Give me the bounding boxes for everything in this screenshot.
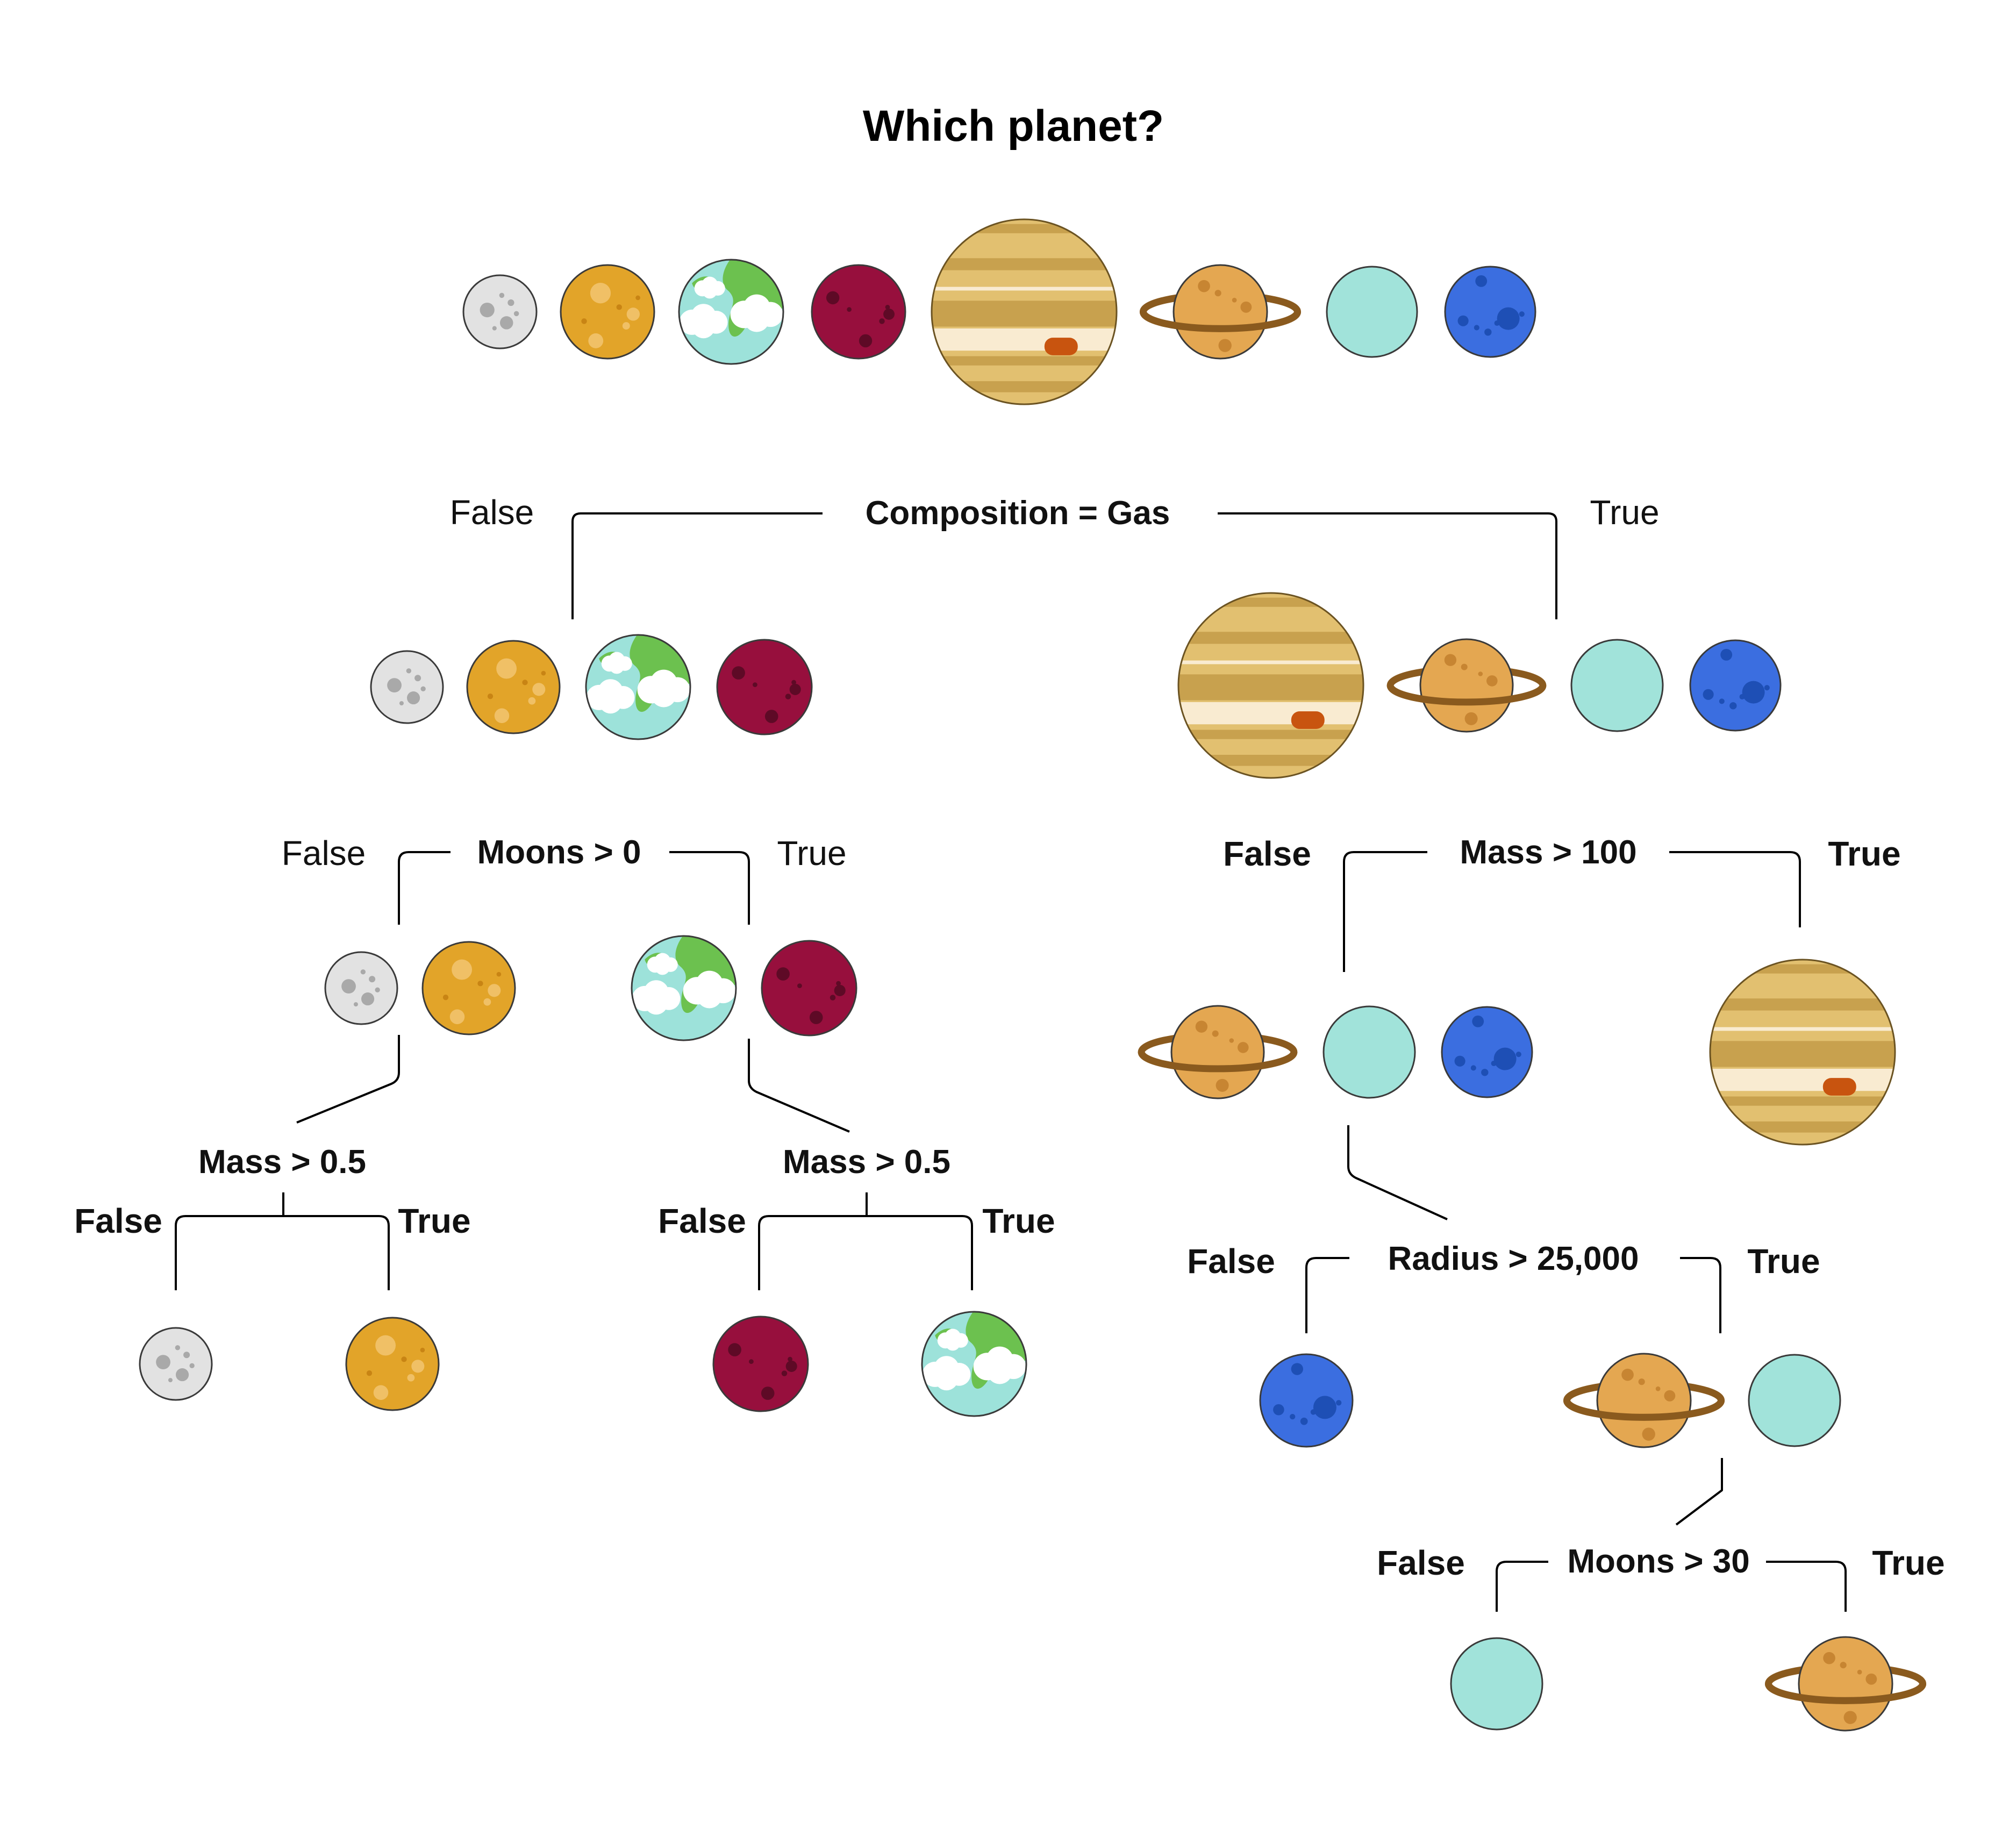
tree-connectors [175, 512, 1847, 1612]
connector-mass05a-split [175, 1192, 390, 1290]
planet-group-leaf-mars [712, 1316, 809, 1412]
mars-planet-icon [761, 940, 857, 1037]
uranus-planet-icon [1748, 1354, 1841, 1447]
mercury-planet-icon [324, 951, 398, 1025]
planet-group-leaf-saturn [1764, 1636, 1927, 1732]
uranus-planet-icon [1450, 1637, 1543, 1731]
mercury-planet-icon [139, 1327, 213, 1401]
connector-radius-left [1305, 1257, 1349, 1333]
node-mass100-condition: Mass > 100 [1460, 834, 1636, 871]
neptune-planet-icon [1689, 639, 1782, 732]
planet-group-rocky [370, 634, 813, 740]
connector-to-moons30 [1675, 1458, 1723, 1526]
mars-planet-icon [811, 264, 906, 360]
venus-planet-icon [345, 1317, 440, 1411]
node-mass05b-false-label: False [658, 1202, 746, 1240]
mars-planet-icon [712, 1316, 809, 1412]
connector-moons0-right [669, 851, 750, 925]
planet-group-light-gas [1138, 1005, 1533, 1099]
saturn-planet-icon [1386, 638, 1547, 733]
tree-labels: Composition = Gas False True Moons > 0 F… [74, 493, 1944, 1582]
planet-group-leaf-earth [921, 1311, 1027, 1417]
connector-composition-right [1218, 512, 1557, 619]
earth-planet-icon [921, 1311, 1027, 1417]
mars-planet-icon [716, 639, 813, 735]
node-radius-false-label: False [1187, 1242, 1275, 1281]
connector-to-radius [1347, 1125, 1448, 1220]
node-moons30-true-label: True [1872, 1543, 1944, 1582]
planet-group-root [462, 218, 1536, 405]
connector-mass100-left [1343, 851, 1427, 972]
planet-group-no-moons [324, 941, 516, 1035]
earth-planet-icon [631, 935, 737, 1041]
planet-group-leaf-venus [345, 1317, 440, 1411]
node-moons0-condition: Moons > 0 [477, 834, 641, 871]
earth-planet-icon [678, 259, 784, 365]
planet-group-leaf-mercury [139, 1327, 213, 1401]
node-mass100-true-label: True [1828, 834, 1900, 873]
node-radius-true-label: True [1747, 1242, 1820, 1281]
neptune-planet-icon [1444, 266, 1536, 358]
jupiter-planet-icon [931, 218, 1118, 405]
planet-groups [139, 218, 1927, 1732]
mercury-planet-icon [370, 650, 444, 724]
node-moons30-condition: Moons > 30 [1567, 1543, 1749, 1580]
planet-group-heavy-gas [1709, 959, 1896, 1146]
node-mass05a-condition: Mass > 0.5 [198, 1143, 366, 1181]
node-radius-condition: Radius > 25,000 [1388, 1240, 1639, 1277]
diagram-title: Which planet? [863, 102, 1164, 151]
uranus-planet-icon [1326, 266, 1418, 358]
connector-moons30-right [1766, 1561, 1847, 1612]
mercury-planet-icon [462, 274, 538, 349]
venus-planet-icon [466, 640, 561, 734]
jupiter-planet-icon [1177, 592, 1364, 779]
uranus-planet-icon [1322, 1005, 1416, 1099]
connector-radius-right [1680, 1257, 1721, 1333]
node-composition-true-label: True [1590, 493, 1659, 532]
uranus-planet-icon [1570, 639, 1664, 732]
node-composition-false-label: False [450, 493, 534, 532]
node-mass05a-true-label: True [398, 1202, 470, 1240]
node-mass100-false-label: False [1223, 834, 1311, 873]
node-mass05b-true-label: True [982, 1202, 1055, 1240]
node-moons0-true-label: True [777, 834, 846, 873]
planet-group-leaf-uranus [1450, 1637, 1543, 1731]
node-moons30-false-label: False [1377, 1543, 1465, 1582]
saturn-planet-icon [1139, 264, 1302, 360]
venus-planet-icon [421, 941, 516, 1035]
venus-planet-icon [560, 264, 655, 360]
saturn-planet-icon [1563, 1353, 1725, 1448]
node-mass05a-false-label: False [74, 1202, 162, 1240]
connector-to-mass05b [748, 1039, 850, 1133]
connector-mass100-right [1669, 851, 1801, 927]
jupiter-planet-icon [1709, 959, 1896, 1146]
connector-mass05b-split [758, 1192, 973, 1290]
connector-composition-left [571, 512, 823, 619]
planet-group-leaf-neptune [1259, 1353, 1354, 1448]
connector-to-mass05a [296, 1035, 400, 1124]
node-mass05b-condition: Mass > 0.5 [783, 1143, 950, 1181]
saturn-planet-icon [1764, 1636, 1927, 1732]
earth-planet-icon [585, 634, 691, 740]
neptune-planet-icon [1441, 1006, 1533, 1098]
connector-moons30-left [1496, 1561, 1548, 1612]
planet-group-gas [1177, 592, 1782, 779]
connector-moons0-left [398, 851, 451, 925]
node-composition-condition: Composition = Gas [866, 495, 1170, 532]
planet-group-with-moons [631, 935, 857, 1041]
node-moons0-false-label: False [282, 834, 366, 873]
neptune-planet-icon [1259, 1353, 1354, 1448]
saturn-planet-icon [1138, 1005, 1298, 1099]
planet-group-big-ice [1563, 1353, 1841, 1448]
